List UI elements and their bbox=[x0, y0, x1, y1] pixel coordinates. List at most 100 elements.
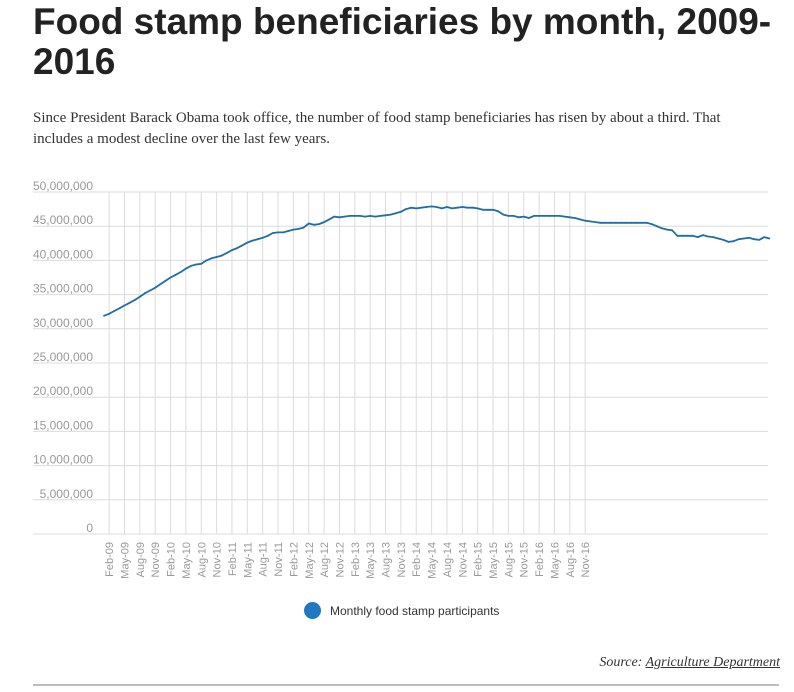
data-point bbox=[461, 206, 464, 208]
data-point bbox=[179, 271, 182, 273]
data-point bbox=[696, 236, 699, 238]
data-point bbox=[702, 234, 704, 236]
y-tick-label: 25,000,000 bbox=[33, 350, 93, 364]
data-point bbox=[323, 221, 325, 223]
data-point bbox=[118, 307, 121, 310]
x-tick-label: May-10 bbox=[181, 542, 193, 579]
data-point bbox=[236, 247, 239, 249]
data-point bbox=[538, 215, 540, 217]
y-tick-label: 40,000,000 bbox=[33, 247, 93, 261]
x-tick-label: Nov-13 bbox=[396, 542, 408, 577]
legend-label: Monthly food stamp participants bbox=[330, 603, 500, 618]
data-point bbox=[297, 228, 300, 230]
data-point bbox=[154, 286, 157, 289]
x-tick-label: Feb-14 bbox=[411, 542, 423, 577]
data-point bbox=[364, 215, 366, 218]
data-point bbox=[753, 238, 755, 241]
data-point bbox=[599, 221, 602, 224]
data-point bbox=[681, 234, 684, 237]
data-point bbox=[737, 238, 740, 241]
data-point bbox=[758, 239, 761, 241]
data-point bbox=[589, 220, 592, 223]
x-tick-label: Aug-10 bbox=[196, 542, 208, 577]
source-link[interactable]: Agriculture Department bbox=[645, 655, 780, 670]
data-point bbox=[185, 267, 187, 270]
series-line bbox=[103, 205, 770, 317]
data-point bbox=[410, 206, 412, 209]
y-tick-label: 30,000,000 bbox=[33, 316, 93, 330]
data-point bbox=[318, 223, 320, 225]
y-tick-label: 0 bbox=[86, 521, 93, 535]
data-point bbox=[415, 207, 418, 210]
data-point bbox=[384, 214, 387, 217]
y-tick-label: 50,000,000 bbox=[33, 179, 93, 193]
data-point bbox=[640, 221, 643, 224]
data-point bbox=[343, 215, 346, 218]
data-point bbox=[435, 206, 438, 208]
y-tick-label: 45,000,000 bbox=[33, 213, 93, 227]
data-point bbox=[717, 237, 720, 240]
data-point bbox=[226, 252, 228, 254]
data-point bbox=[645, 221, 648, 224]
data-point bbox=[333, 215, 336, 218]
data-point bbox=[650, 223, 653, 225]
data-point bbox=[144, 292, 146, 295]
data-point bbox=[215, 256, 218, 258]
data-point bbox=[763, 236, 766, 238]
x-tick-label: May-16 bbox=[549, 542, 561, 579]
data-point bbox=[446, 206, 448, 208]
x-tick-label: Feb-09 bbox=[104, 542, 116, 577]
data-point bbox=[302, 226, 305, 229]
x-tick-label: Feb-12 bbox=[288, 542, 300, 577]
data-point bbox=[133, 299, 136, 301]
data-point bbox=[353, 215, 356, 217]
data-point bbox=[149, 289, 152, 292]
data-point bbox=[210, 257, 213, 260]
data-point bbox=[568, 216, 571, 219]
x-tick-label: May-12 bbox=[304, 542, 316, 579]
chart-title: Food stamp beneficiaries by month, 2009-… bbox=[33, 1, 772, 82]
y-tick-label: 5,000,000 bbox=[40, 487, 94, 501]
data-point bbox=[456, 206, 459, 209]
x-tick-label: Nov-09 bbox=[150, 542, 162, 577]
data-point bbox=[615, 221, 617, 224]
x-tick-label: Feb-11 bbox=[227, 542, 239, 576]
data-point bbox=[379, 215, 382, 217]
x-tick-label: May-13 bbox=[365, 542, 377, 579]
data-point bbox=[451, 207, 453, 210]
data-point bbox=[174, 273, 177, 276]
data-point bbox=[517, 216, 520, 219]
data-point bbox=[108, 312, 110, 315]
data-point bbox=[476, 207, 479, 210]
y-tick-label: 20,000,000 bbox=[33, 384, 93, 398]
data-point bbox=[231, 249, 233, 251]
data-point bbox=[553, 215, 556, 217]
legend[interactable]: Monthly food stamp participants bbox=[304, 602, 499, 619]
chart-subtitle: Since President Barack Obama took office… bbox=[33, 110, 721, 147]
source-note: Source: Agriculture Department bbox=[599, 655, 780, 671]
data-point bbox=[742, 237, 745, 240]
data-point bbox=[138, 295, 141, 298]
data-point bbox=[123, 304, 126, 307]
data-point bbox=[425, 206, 428, 208]
x-tick-label: Nov-12 bbox=[334, 542, 346, 577]
data-point bbox=[374, 215, 377, 218]
data-point bbox=[732, 240, 735, 243]
x-tick-label: Nov-11 bbox=[273, 542, 285, 577]
data-point bbox=[691, 234, 694, 237]
data-point bbox=[348, 215, 351, 217]
data-point bbox=[266, 234, 269, 237]
data-point bbox=[128, 301, 131, 304]
data-point bbox=[676, 234, 679, 237]
data-point bbox=[359, 215, 361, 217]
data-point bbox=[492, 208, 494, 211]
data-point bbox=[712, 236, 714, 238]
x-tick-label: Aug-13 bbox=[381, 542, 393, 577]
data-point bbox=[563, 215, 566, 218]
data-point bbox=[338, 216, 341, 219]
data-point bbox=[543, 215, 546, 217]
x-tick-label: May-14 bbox=[427, 542, 439, 579]
data-point bbox=[666, 228, 668, 231]
data-point bbox=[635, 221, 638, 224]
data-point bbox=[548, 215, 551, 217]
